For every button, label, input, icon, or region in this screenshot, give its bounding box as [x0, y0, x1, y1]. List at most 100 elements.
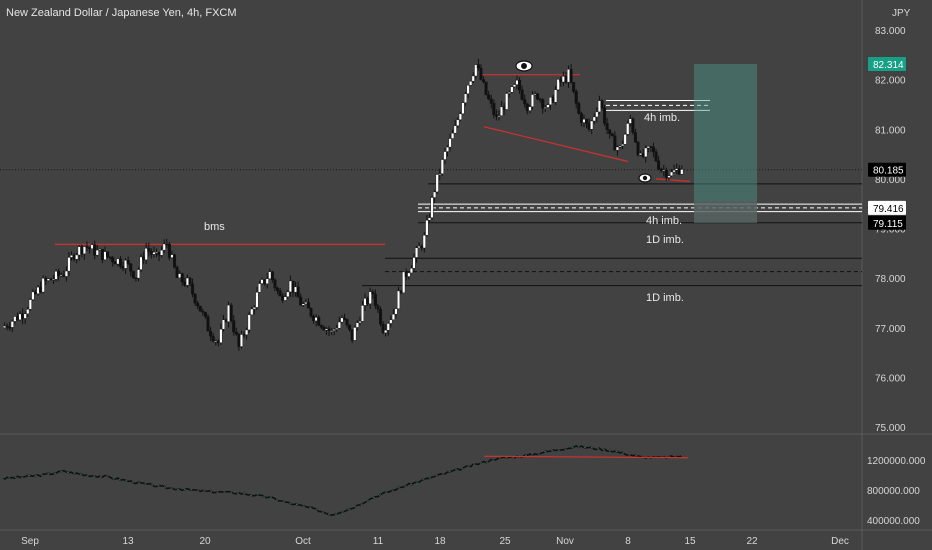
- candle: [111, 256, 115, 267]
- candle: [587, 118, 591, 132]
- candle: [283, 292, 287, 302]
- eye-icon[interactable]: [515, 60, 533, 72]
- candle-body: [152, 252, 156, 255]
- candle-body: [366, 298, 370, 305]
- candle: [433, 190, 437, 204]
- candle: [82, 246, 86, 260]
- candle: [219, 323, 223, 346]
- candle-body: [399, 290, 403, 293]
- candle: [440, 158, 444, 176]
- candle-body: [64, 270, 68, 277]
- candle-body: [474, 64, 478, 77]
- time-tick-label: 25: [499, 536, 511, 547]
- candle: [106, 251, 110, 259]
- candle: [525, 102, 529, 115]
- candle: [348, 324, 352, 332]
- candle-body: [188, 277, 192, 285]
- candle-body: [26, 309, 30, 315]
- candle: [664, 167, 668, 181]
- candle: [631, 117, 635, 135]
- candle-body: [466, 85, 470, 94]
- candle-body: [525, 103, 529, 111]
- candle-body: [579, 113, 583, 123]
- candle-body: [358, 321, 362, 324]
- candle: [136, 267, 140, 282]
- candle-body: [49, 278, 53, 281]
- candle: [232, 315, 236, 336]
- candle-body: [518, 80, 522, 91]
- candle: [296, 281, 300, 298]
- candle-body: [355, 322, 359, 328]
- candle-body: [621, 144, 625, 147]
- candle-body: [255, 292, 259, 308]
- candle: [288, 275, 292, 298]
- candle-body: [528, 106, 532, 111]
- candle: [142, 251, 146, 264]
- candle: [28, 297, 32, 311]
- low-line: [655, 178, 691, 182]
- candle-body: [350, 329, 354, 341]
- candle: [59, 272, 63, 278]
- candle: [621, 140, 625, 150]
- candle-body: [317, 317, 321, 326]
- candle: [270, 270, 274, 283]
- candle-body: [471, 75, 475, 82]
- candle: [530, 91, 534, 110]
- candle-body: [103, 251, 107, 260]
- candle: [680, 165, 684, 175]
- candle-body: [98, 249, 102, 251]
- candle: [299, 293, 303, 306]
- candle: [636, 140, 640, 157]
- candle-body: [425, 220, 429, 236]
- candle-body: [482, 79, 486, 83]
- candle-body: [373, 293, 377, 306]
- price-badges: 82.314 80.185 79.416 79.115: [868, 57, 906, 230]
- annotations: bms 4h imb. 4h imb. 1D imb. 1D imb.: [204, 112, 684, 304]
- candle-body: [670, 171, 674, 176]
- candle: [579, 111, 583, 127]
- candle-body: [394, 308, 398, 315]
- candle-body: [345, 319, 349, 326]
- candle: [605, 117, 609, 134]
- price-badge: 79.416: [868, 200, 906, 215]
- candle: [651, 142, 655, 158]
- divergence-line: [483, 126, 629, 163]
- candle: [276, 286, 280, 295]
- candle-body: [5, 325, 9, 328]
- candle: [592, 112, 596, 125]
- price-badge-bg: [868, 162, 906, 177]
- candle: [618, 145, 622, 149]
- candle-body: [36, 286, 40, 294]
- candle: [203, 311, 207, 319]
- candle-body: [657, 160, 661, 170]
- candle: [657, 155, 661, 171]
- candle-body: [245, 329, 249, 335]
- candle-body: [342, 317, 346, 320]
- candle-body: [430, 197, 434, 218]
- candle-body: [445, 146, 449, 152]
- candle: [242, 331, 246, 339]
- candle: [572, 82, 576, 94]
- candle-body: [515, 80, 519, 85]
- candle: [3, 322, 7, 329]
- candle-body: [422, 235, 426, 249]
- indicator-line: [1, 444, 689, 517]
- candle: [191, 278, 195, 298]
- candle-body: [41, 278, 45, 293]
- candle: [492, 99, 496, 119]
- candle: [49, 278, 53, 281]
- candle-body: [198, 305, 202, 312]
- candle-body: [456, 119, 460, 126]
- candle-body: [361, 305, 365, 322]
- candle-body: [126, 260, 130, 264]
- candle-body: [33, 291, 37, 294]
- candle-body: [100, 249, 104, 260]
- candle: [180, 272, 184, 286]
- candle-body: [672, 170, 676, 173]
- candle-body: [312, 315, 316, 322]
- candle-body: [417, 246, 421, 248]
- candle: [324, 326, 328, 335]
- price-badge: 80.185: [868, 162, 906, 177]
- candle-body: [44, 278, 48, 281]
- eye-icon[interactable]: [638, 173, 652, 183]
